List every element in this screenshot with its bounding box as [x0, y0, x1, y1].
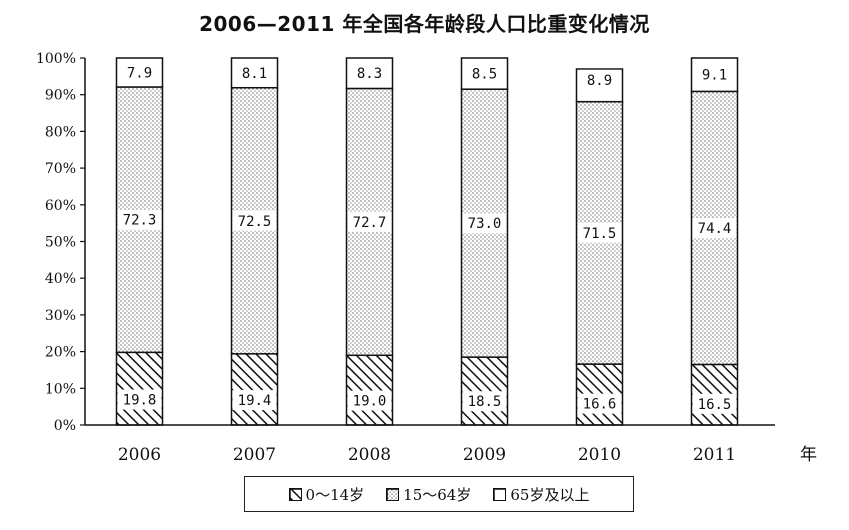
x-tick-label: 2006 — [118, 445, 161, 465]
x-tick-label: 2010 — [578, 445, 621, 465]
data-label-bg — [347, 63, 392, 84]
data-label: 73.0 — [468, 216, 502, 232]
y-tick-label: 40% — [45, 271, 76, 287]
x-axis: 2006 2007 2008 2009 2010 2011 — [85, 424, 775, 465]
bar-segment — [460, 356, 509, 426]
data-label: 8.5 — [472, 67, 497, 83]
data-label: 72.3 — [123, 213, 157, 229]
data-label: 19.0 — [353, 394, 387, 410]
data-label: 72.7 — [353, 215, 387, 231]
x-tick-label: 2009 — [463, 445, 506, 465]
data-label-bg — [462, 213, 507, 234]
y-axis: 0% 10% 20% 30% 40% 50% 60% 70% 80% 90% 100% — [36, 51, 86, 434]
legend-item-0-14: 0～14岁 — [288, 484, 365, 505]
y-tick-label: 10% — [45, 381, 76, 397]
legend-item-65-plus: 65岁及以上 — [493, 484, 589, 505]
legend: 0～14岁 15～64岁 65岁及以上 — [244, 476, 634, 512]
data-label-bg — [692, 64, 737, 85]
data-label-bg — [577, 222, 622, 243]
bar-stack: 19.8 72.3 7.9 — [115, 57, 164, 426]
bar-segment — [115, 351, 164, 426]
data-label-bg — [577, 393, 622, 414]
data-label-bg — [347, 211, 392, 232]
bar-stack: 16.6 71.5 8.9 — [575, 68, 624, 426]
data-label: 7.9 — [127, 65, 152, 81]
y-tick-label: 0% — [54, 418, 76, 434]
data-label-bg — [232, 390, 277, 411]
y-tick-label: 50% — [45, 235, 76, 251]
data-label-bg — [462, 63, 507, 84]
blank-swatch-icon — [493, 487, 507, 501]
bar-segment — [345, 354, 394, 426]
data-label: 8.9 — [587, 73, 612, 89]
data-label: 16.5 — [698, 397, 732, 413]
data-label-bg — [117, 389, 162, 410]
bar-stack: 19.0 72.7 8.3 — [345, 57, 394, 426]
data-label-bg — [232, 210, 277, 231]
bar-stack: 16.5 74.4 9.1 — [690, 57, 739, 426]
data-label: 16.6 — [583, 397, 617, 413]
legend-label-15-64: 15～64岁 — [403, 485, 472, 504]
y-tick-label: 30% — [45, 308, 76, 324]
x-tick-label: 2007 — [233, 445, 276, 465]
y-tick-label: 70% — [45, 161, 76, 177]
data-label-bg — [692, 393, 737, 414]
bars: 19.8 72.3 7.9 19.4 72.5 8.1 19.0 72.7 8.3 18.5 73.… — [115, 57, 739, 426]
y-tick-label: 20% — [45, 345, 76, 361]
data-label: 8.1 — [242, 66, 267, 82]
bar-segment — [230, 353, 279, 426]
data-label-bg — [232, 62, 277, 83]
hatch-swatch-icon — [288, 487, 302, 501]
x-axis-unit: 年 — [800, 445, 817, 465]
x-tick-label: 2011 — [693, 445, 736, 465]
dots-swatch-icon — [386, 487, 400, 501]
data-label-bg — [347, 390, 392, 411]
legend-label-0-14: 0～14岁 — [305, 485, 365, 504]
data-label-bg — [117, 62, 162, 83]
data-label: 9.1 — [702, 68, 727, 84]
data-label: 18.5 — [468, 394, 502, 410]
data-label: 19.8 — [123, 393, 157, 409]
y-tick-label: 60% — [45, 198, 76, 214]
legend-label-65-plus: 65岁及以上 — [510, 485, 590, 504]
data-label-bg — [692, 217, 737, 238]
data-label: 19.4 — [238, 393, 272, 409]
data-label: 74.4 — [698, 221, 732, 237]
y-tick-label: 80% — [45, 124, 76, 140]
y-tick-label: 90% — [45, 88, 76, 104]
data-label: 8.3 — [357, 66, 382, 82]
data-label-bg — [462, 391, 507, 412]
data-label: 71.5 — [583, 226, 617, 242]
bar-stack: 19.4 72.5 8.1 — [230, 57, 279, 426]
y-tick-label: 100% — [36, 51, 76, 67]
bar-stack: 18.5 73.0 8.5 — [460, 57, 509, 426]
chart-title: 2006—2011 年全国各年龄段人口比重变化情况 — [199, 12, 650, 36]
data-label-bg — [577, 69, 622, 90]
x-tick-label: 2008 — [348, 445, 391, 465]
data-label: 72.5 — [238, 214, 272, 230]
legend-item-15-64: 15～64岁 — [386, 484, 471, 505]
data-label-bg — [117, 209, 162, 230]
